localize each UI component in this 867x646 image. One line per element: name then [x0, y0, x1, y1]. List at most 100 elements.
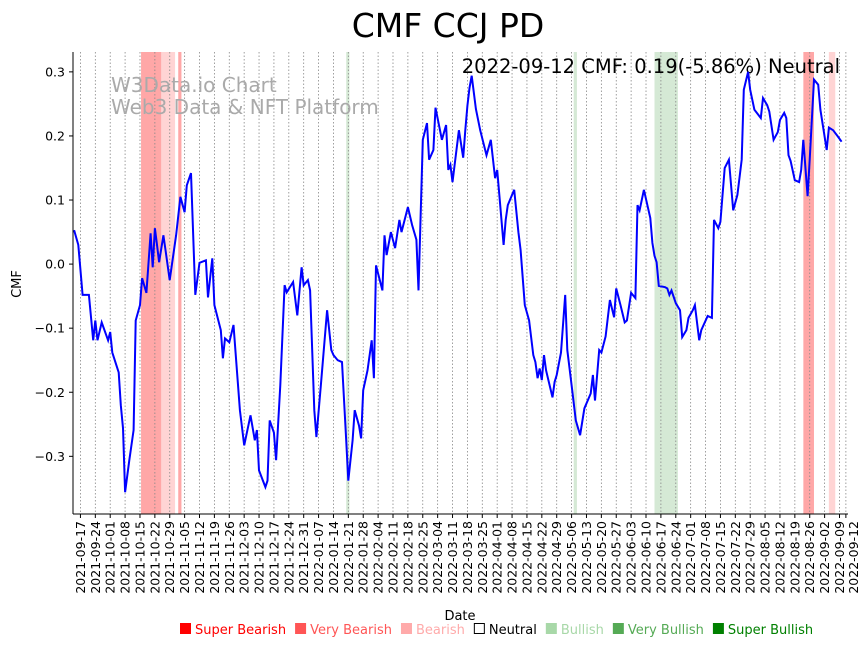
x-tick-label: 2021-10-08: [118, 521, 133, 594]
x-tick-label: 2021-09-17: [73, 521, 88, 594]
y-tick-label: −0.2: [35, 385, 65, 400]
legend-label: Bearish: [416, 623, 465, 638]
region-bearish: [169, 52, 176, 514]
x-tick-label: 2021-12-03: [237, 521, 252, 594]
legend-label: Very Bullish: [628, 623, 704, 638]
latest-value-annotation: 2022-09-12 CMF: 0.19(-5.86%) Neutral: [462, 55, 840, 78]
y-ticks: −0.3 −0.2 −0.1 0.0 0.1 0.2 0.3: [35, 64, 73, 464]
legend-swatch: [295, 623, 307, 634]
x-tick-label: 2022-08-12: [772, 521, 787, 594]
legend-swatch: [612, 623, 624, 634]
watermark: W3Data.io Chart Web3 Data & NFT Platform: [111, 73, 379, 119]
x-gridlines: [80, 52, 847, 514]
y-tick-label: 0.2: [45, 128, 65, 143]
y-tick-label: −0.1: [35, 321, 65, 336]
x-tick-label: 2022-08-05: [758, 521, 773, 594]
signal-regions: [141, 52, 836, 514]
x-tick-label: 2022-09-12: [846, 521, 861, 594]
x-tick-label: 2022-03-11: [445, 521, 460, 594]
x-tick-label: 2022-01-28: [356, 521, 371, 594]
x-tick-label: 2022-04-29: [549, 521, 564, 594]
legend-item-super-bullish: Super Bullish: [712, 623, 813, 638]
region-bullish: [654, 52, 678, 514]
x-tick-label: 2022-06-17: [653, 521, 668, 594]
region-bullish: [573, 52, 577, 514]
legend-item-super-bearish: Super Bearish: [180, 623, 286, 638]
watermark-line-1: W3Data.io Chart: [111, 73, 277, 97]
x-tick-label: 2022-07-29: [743, 521, 758, 594]
x-tick-label: 2022-05-27: [609, 521, 624, 594]
x-ticks: 2021-09-17 2021-09-24 2021-10-01 2021-10-08…: [73, 514, 861, 594]
x-tick-label: 2021-12-31: [296, 521, 311, 594]
x-tick-label: 2021-10-22: [147, 521, 162, 594]
legend-item-very-bearish: Very Bearish: [295, 623, 392, 638]
y-axis-label: CMF: [10, 270, 25, 298]
y-tick-label: 0.3: [45, 64, 65, 79]
region-bearish: [828, 52, 836, 514]
x-tick-label: 2021-11-19: [207, 521, 222, 594]
legend-label: Very Bearish: [310, 623, 392, 638]
x-tick-label: 2022-04-15: [519, 521, 534, 594]
region-bearish: [161, 52, 170, 514]
x-tick-label: 2022-05-13: [579, 521, 594, 594]
x-axis-label: Date: [444, 609, 475, 624]
x-tick-label: 2022-08-26: [802, 521, 817, 594]
x-tick-label: 2022-05-06: [564, 521, 579, 594]
legend: Super Bearish Very Bearish Bearish Neutral B…: [180, 623, 813, 638]
x-tick-label: 2022-02-25: [415, 521, 430, 594]
x-tick-label: 2022-08-19: [787, 521, 802, 594]
x-tick-label: 2021-11-26: [222, 521, 237, 594]
x-tick-label: 2022-07-15: [713, 521, 728, 594]
legend-swatch: [180, 623, 191, 634]
legend-swatch: [545, 623, 557, 634]
y-tick-label: 0.1: [45, 193, 65, 208]
x-tick-label: 2021-12-17: [266, 521, 281, 594]
x-tick-label: 2022-04-22: [534, 521, 549, 594]
x-tick-label: 2021-11-12: [192, 521, 207, 594]
x-tick-label: 2021-12-24: [281, 521, 296, 594]
x-tick-label: 2022-06-10: [639, 521, 654, 594]
x-tick-label: 2022-03-18: [460, 521, 475, 594]
x-tick-label: 2022-06-24: [668, 521, 683, 594]
x-tick-label: 2021-12-10: [252, 521, 267, 594]
legend-label: Super Bullish: [728, 623, 813, 638]
legend-swatch: [400, 623, 412, 634]
region-very-bearish: [803, 52, 814, 514]
x-tick-label: 2022-03-25: [475, 521, 490, 594]
legend-item-bullish: Bullish: [545, 623, 604, 638]
legend-label: Neutral: [489, 623, 537, 638]
x-tick-label: 2022-07-01: [683, 521, 698, 594]
x-tick-label: 2022-05-20: [594, 521, 609, 594]
legend-swatch: [473, 623, 485, 634]
legend-swatch: [712, 623, 724, 634]
region-bullish: [346, 52, 350, 514]
cmf-series-line: [73, 71, 843, 493]
y-tick-label: 0.0: [45, 257, 65, 272]
region-very-bearish: [178, 52, 182, 514]
chart-title: CMF CCJ PD: [352, 6, 545, 45]
x-tick-label: 2022-09-02: [817, 521, 832, 594]
x-tick-label: 2022-02-18: [400, 521, 415, 594]
x-tick-label: 2022-07-08: [698, 521, 713, 594]
x-tick-label: 2022-06-03: [624, 521, 639, 594]
x-tick-label: 2021-09-24: [88, 521, 103, 594]
x-tick-label: 2022-04-08: [505, 521, 520, 594]
legend-item-neutral: Neutral: [473, 623, 537, 638]
x-tick-label: 2022-02-04: [371, 521, 386, 594]
legend-label: Super Bearish: [195, 623, 286, 638]
region-very-bearish: [141, 52, 162, 514]
x-tick-label: 2022-03-04: [430, 521, 445, 594]
x-tick-label: 2021-10-29: [162, 521, 177, 594]
x-tick-label: 2022-04-01: [490, 521, 505, 594]
legend-item-very-bullish: Very Bullish: [612, 623, 704, 638]
x-tick-label: 2022-07-22: [728, 521, 743, 594]
legend-label: Bullish: [561, 623, 604, 638]
x-tick-label: 2022-02-11: [385, 521, 400, 594]
x-tick-label: 2021-10-15: [132, 521, 147, 594]
legend-item-bearish: Bearish: [400, 623, 465, 638]
watermark-line-2: Web3 Data & NFT Platform: [111, 95, 379, 119]
x-tick-label: 2022-01-07: [311, 521, 326, 594]
x-tick-label: 2022-01-14: [326, 521, 341, 594]
x-tick-label: 2022-09-09: [832, 521, 847, 594]
